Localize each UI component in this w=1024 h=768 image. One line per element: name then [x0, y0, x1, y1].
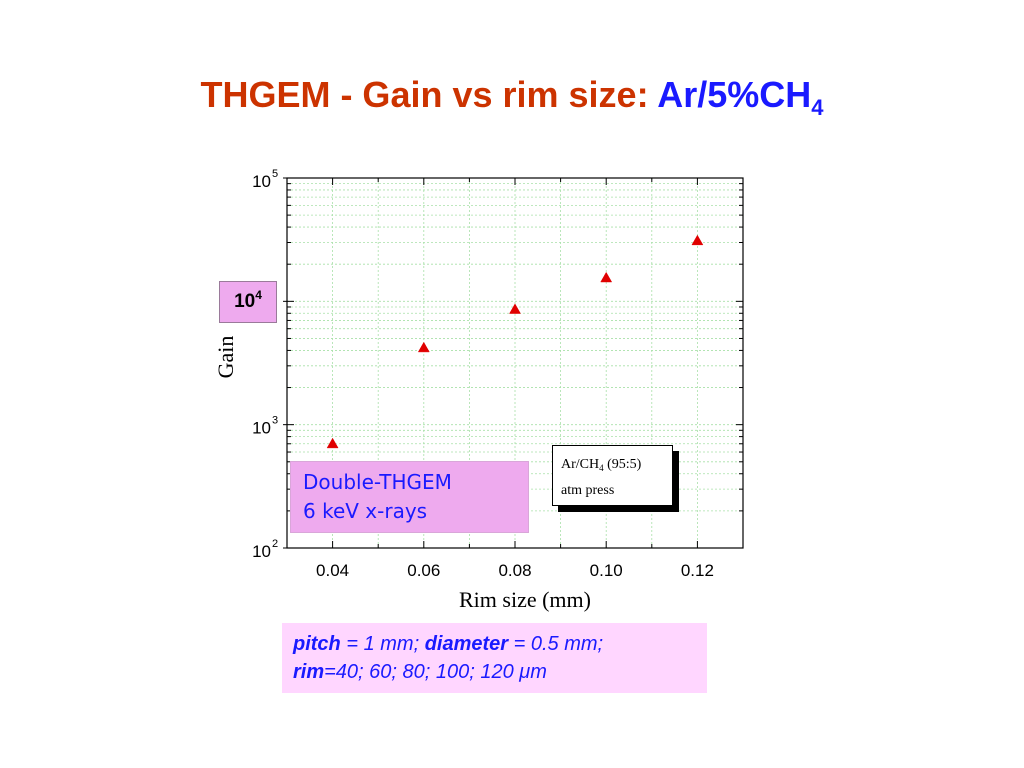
- y-tick-labels: 10 210 310 5: [252, 168, 278, 561]
- slide-title: THGEM - Gain vs rim size: Ar/5%CH4: [0, 74, 1024, 119]
- y-tick-label-exponent: 3: [272, 415, 278, 427]
- gain-10e4-label: 104: [219, 281, 277, 323]
- gas-legend-subscript: 4: [599, 463, 604, 473]
- gain-label-base: 10: [234, 291, 256, 312]
- x-tick-label: 0.06: [407, 561, 440, 580]
- gas-legend-line2: atm press: [561, 483, 615, 498]
- parameters-box: pitch = 1 mm; diameter = 0.5 mm; rim=40;…: [282, 623, 707, 693]
- x-tick-label: 0.12: [681, 561, 714, 580]
- y-axis-title: Gain: [213, 336, 238, 379]
- parameters-line1: pitch = 1 mm; diameter = 0.5 mm;: [293, 630, 707, 658]
- pitch-value: = 1 mm;: [340, 633, 425, 655]
- y-tick-label: 10: [252, 542, 271, 561]
- parameters-line2: rim=40; 60; 80; 100; 120 μm: [293, 658, 707, 686]
- setup-info-line1: Double-THGEM: [303, 470, 452, 494]
- y-tick-label: 10: [252, 172, 271, 191]
- data-points: [326, 234, 704, 449]
- setup-info-line2: 6 keV x-rays: [303, 499, 428, 523]
- gas-legend-line1: Ar/CH4 (95:5): [561, 452, 672, 478]
- title-gas-subscript: 4: [811, 95, 824, 120]
- title-gas: Ar/5%CH4: [657, 74, 823, 119]
- diameter-label: diameter: [424, 633, 509, 655]
- gain-label-exponent: 4: [255, 288, 262, 302]
- axis-ticks: [283, 177, 744, 549]
- data-point-triangle: [326, 437, 339, 449]
- pitch-label: pitch: [293, 633, 341, 655]
- data-point-triangle: [417, 341, 430, 353]
- gas-legend-ratio: (95:5): [603, 457, 642, 472]
- rim-value: =40; 60; 80; 100; 120: [324, 661, 520, 683]
- setup-info-box: Double-THGEM 6 keV x-rays: [290, 461, 529, 533]
- rim-label: rim: [293, 661, 325, 683]
- data-point-triangle: [509, 303, 521, 314]
- y-tick-label: 10: [252, 419, 271, 438]
- x-tick-label: 0.10: [590, 561, 623, 580]
- x-axis-title: Rim size (mm): [459, 587, 591, 612]
- x-tick-label: 0.04: [316, 561, 349, 580]
- y-tick-label-exponent: 2: [272, 538, 278, 550]
- gas-legend-gas: Ar/CH: [561, 457, 600, 472]
- data-point-triangle: [691, 234, 704, 246]
- x-tick-label: 0.08: [498, 561, 531, 580]
- rim-unit: μm: [519, 661, 547, 683]
- x-tick-labels: 0.04 0.06 0.08 0.10 0.12: [316, 561, 714, 580]
- gas-legend-box: Ar/CH4 (95:5) atm press: [552, 445, 673, 506]
- title-gas-text: Ar/5%CH: [657, 74, 812, 115]
- title-main: THGEM - Gain vs rim size:: [200, 74, 649, 115]
- y-tick-label-exponent: 5: [272, 168, 278, 180]
- diameter-value: = 0.5 mm;: [508, 633, 604, 655]
- data-point-triangle: [600, 271, 613, 283]
